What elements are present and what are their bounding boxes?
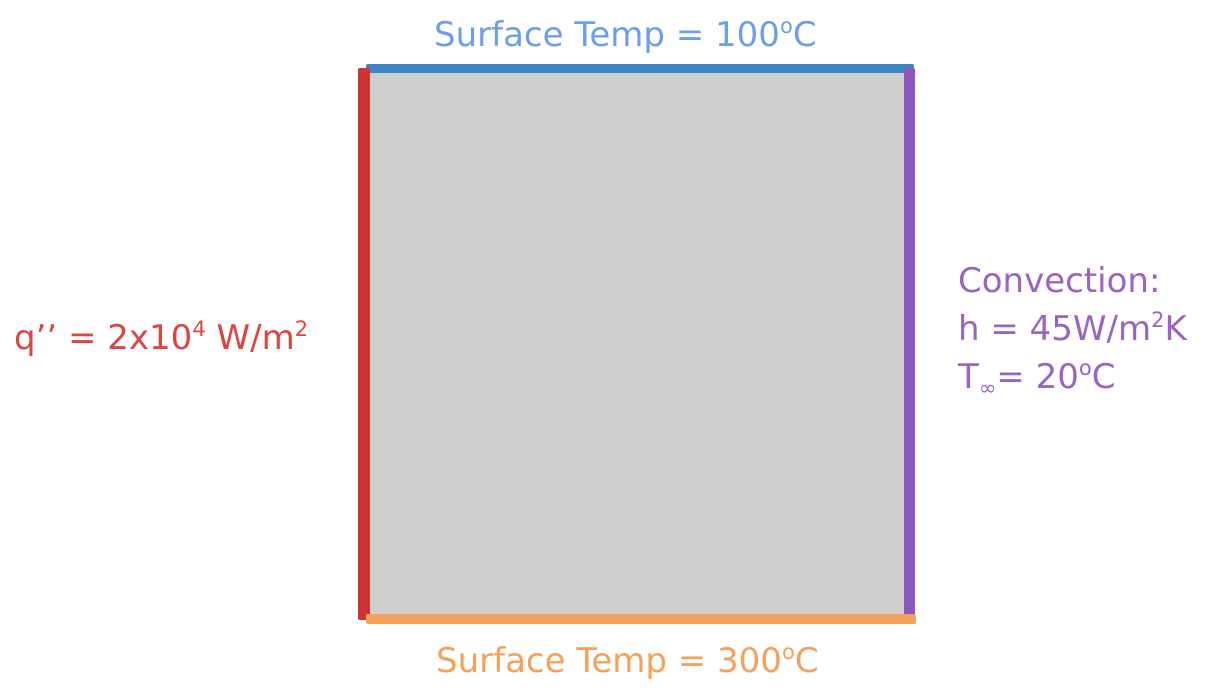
h-value: h = 45W/m bbox=[958, 309, 1152, 349]
heat-flux-unit: W/m bbox=[205, 318, 295, 358]
right-convection-block: Convection: h = 45W/m2K T∞= 20oC bbox=[958, 264, 1187, 408]
top-surface-temp-label: Surface Temp = 100oC bbox=[434, 15, 817, 55]
left-boundary-edge bbox=[358, 68, 370, 620]
heat-transfer-domain bbox=[370, 72, 908, 615]
left-heat-flux-label: q’’ = 2x104 W/m2 bbox=[14, 318, 308, 358]
ambient-degree-mark: o bbox=[1078, 356, 1092, 380]
convection-coefficient: h = 45W/m2K bbox=[958, 309, 1187, 349]
t-symbol: T bbox=[958, 357, 979, 397]
bottom-temp-unit: C bbox=[794, 641, 819, 681]
ambient-temperature: T∞= 20oC bbox=[958, 357, 1187, 399]
top-degree-mark: o bbox=[779, 14, 793, 38]
heat-flux-exponent: 4 bbox=[192, 317, 206, 341]
right-boundary-edge bbox=[904, 68, 915, 620]
infinity-subscript: ∞ bbox=[978, 376, 997, 400]
h-exponent: 2 bbox=[1151, 308, 1165, 332]
h-unit-suffix: K bbox=[1164, 309, 1187, 349]
bottom-degree-mark: o bbox=[781, 640, 795, 664]
ambient-temp-value: = 20 bbox=[996, 357, 1079, 397]
heat-flux-value: q’’ = 2x10 bbox=[14, 318, 193, 358]
ambient-temp-unit: C bbox=[1091, 357, 1116, 397]
heat-flux-unit-exponent: 2 bbox=[294, 317, 309, 341]
top-temp-value: Surface Temp = 100 bbox=[434, 15, 780, 55]
bottom-temp-value: Surface Temp = 300 bbox=[436, 641, 782, 681]
bottom-surface-temp-label: Surface Temp = 300oC bbox=[436, 641, 819, 681]
top-temp-unit: C bbox=[792, 15, 817, 55]
bottom-boundary-edge bbox=[366, 614, 916, 624]
top-boundary-edge bbox=[366, 64, 914, 73]
convection-title: Convection: bbox=[958, 261, 1161, 301]
